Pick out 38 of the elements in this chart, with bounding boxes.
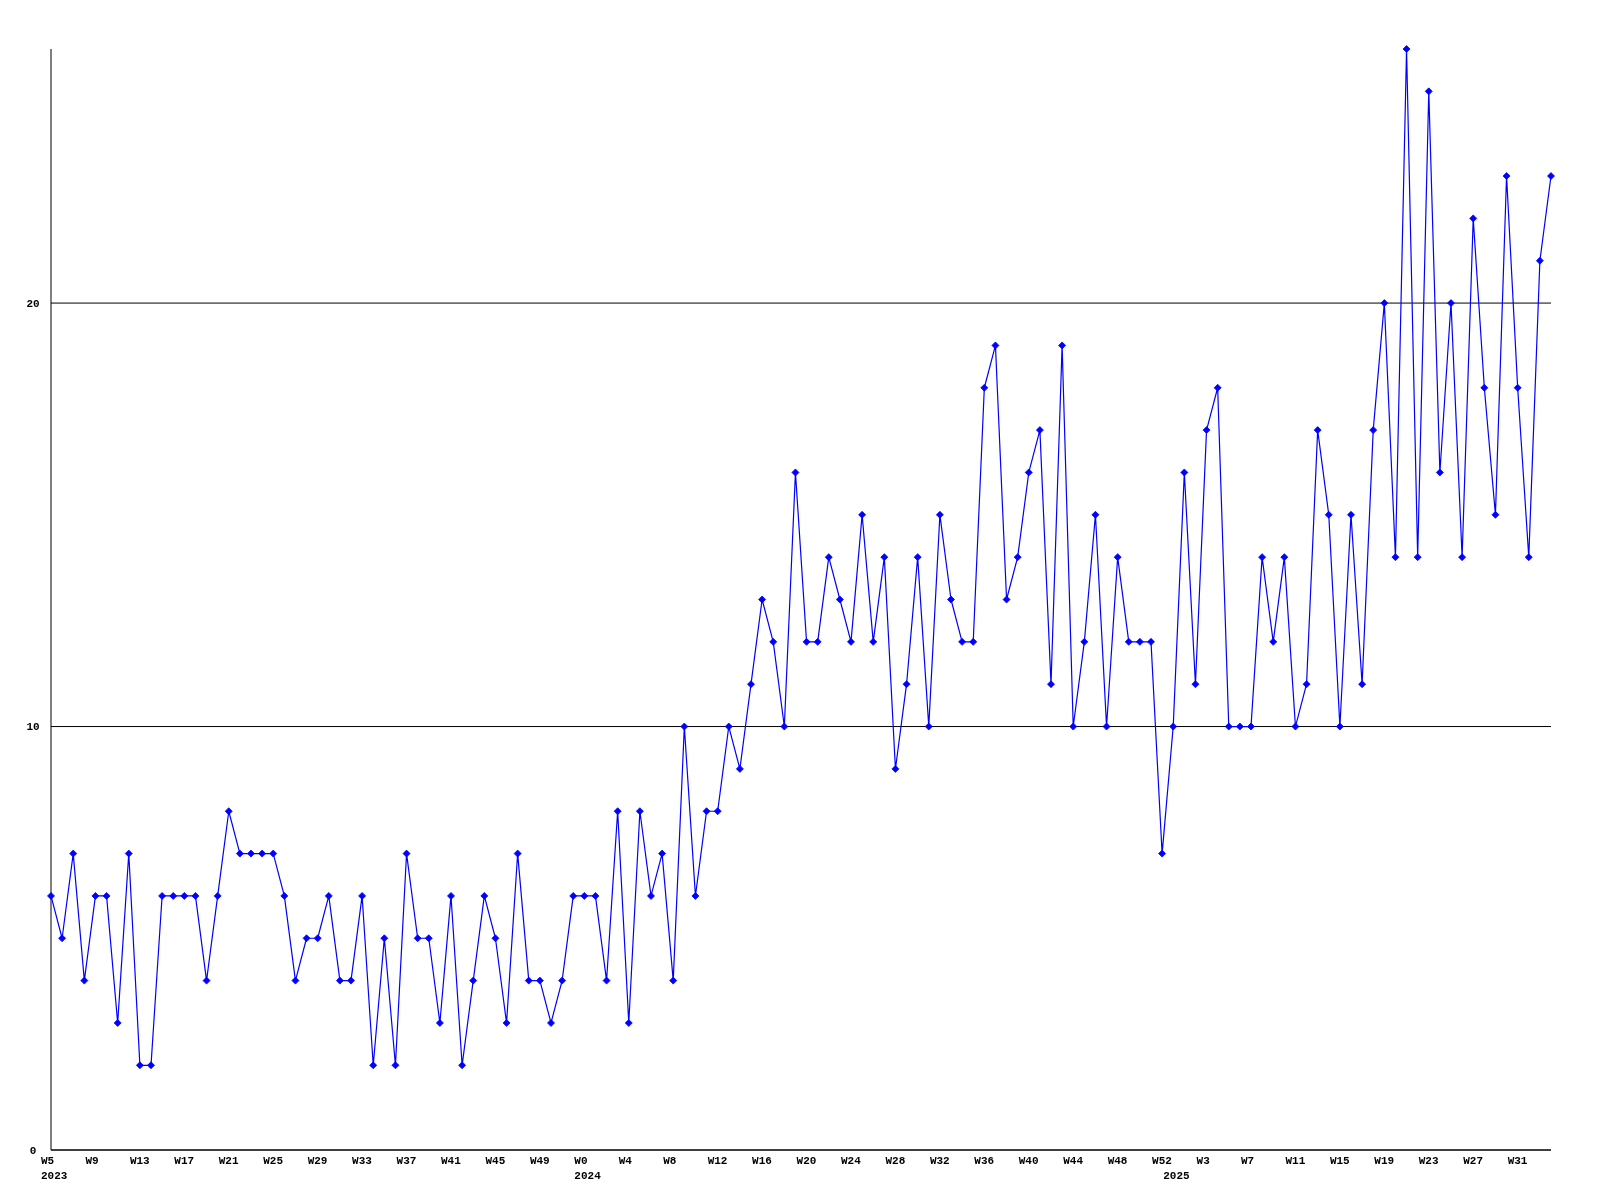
y-tick-label: 20 [26, 297, 40, 310]
x-tick-label: W40 [1018, 1155, 1039, 1167]
x-tick-label: W11 [1285, 1155, 1306, 1167]
x-tick-label: W23 [1418, 1155, 1439, 1167]
x-tick-label: W3 [1196, 1155, 1211, 1167]
x-tick-label: W9 [85, 1155, 99, 1167]
x-tick-label: W25 [263, 1155, 284, 1167]
x-tick-label: W19 [1374, 1155, 1395, 1167]
x-tick-label: W41 [441, 1155, 462, 1167]
x-tick-label: 2025 [1163, 1170, 1191, 1182]
x-tick-label: W28 [885, 1155, 906, 1167]
x-tick-label: W12 [707, 1155, 728, 1167]
x-tick-label: W33 [352, 1155, 373, 1167]
y-tick-label: 0 [29, 1144, 37, 1157]
x-tick-label: W4 [618, 1155, 633, 1167]
x-tick-label: W21 [218, 1155, 239, 1167]
x-tick-label: W48 [1107, 1155, 1128, 1167]
x-tick-label: W29 [307, 1155, 328, 1167]
x-tick-label: W37 [396, 1155, 417, 1167]
x-tick-label: W32 [929, 1155, 950, 1167]
x-tick-label: W17 [174, 1155, 195, 1167]
x-tick-label: W31 [1507, 1155, 1528, 1167]
x-tick-label: W49 [529, 1155, 550, 1167]
x-tick-label: W27 [1463, 1155, 1484, 1167]
y-tick-label: 10 [26, 721, 40, 734]
x-tick-label: W36 [974, 1155, 995, 1167]
x-tick-label: W24 [841, 1155, 862, 1167]
x-tick-label: W45 [485, 1155, 506, 1167]
x-tick-label: W5 2023 [41, 1155, 68, 1182]
x-tick-label: W15 [1329, 1155, 1351, 1167]
x-tick-label: W0 2024 [574, 1155, 602, 1182]
x-tick-label: W8 [663, 1155, 677, 1167]
x-tick-label: W16 [752, 1155, 772, 1167]
x-tick-label: W44 [1063, 1155, 1084, 1167]
x-tick-label: W52 [1152, 1155, 1172, 1167]
x-tick-label: W7 [1241, 1155, 1255, 1167]
x-tick-label: W20 [796, 1155, 817, 1167]
x-tick-label: W13 [129, 1155, 151, 1167]
